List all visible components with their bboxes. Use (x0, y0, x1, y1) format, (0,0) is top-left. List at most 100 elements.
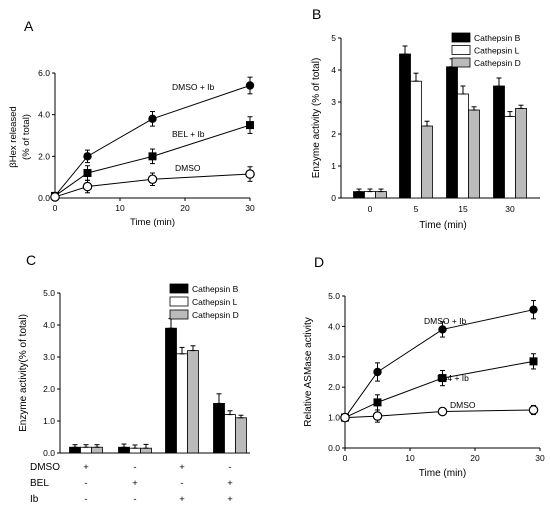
panel-c-bar (129, 447, 141, 454)
panel-a-series-label: DMSO (175, 163, 201, 173)
panel-c-y-axis-title: Enzyme activity(% of total) (18, 314, 29, 432)
panel-d-data-point (438, 325, 447, 334)
panel-d-data-point (372, 411, 383, 421)
panel-b-bar (410, 80, 422, 199)
panel-a-series-line (54, 85, 251, 197)
panel-c-bar (224, 414, 236, 454)
panel-a-data-point (83, 169, 92, 177)
panel-a-y-axis-title-line2: (% of total) (21, 114, 32, 160)
panel-c-condition-value: - (228, 462, 231, 473)
panel-c-y-tick-label: 0.0 (43, 448, 55, 458)
panel-a-x-tick-label: 10 (115, 203, 125, 213)
panel-a-data-point (245, 169, 255, 179)
panel-c-y-tick-label: 4.0 (43, 320, 55, 330)
panel-b-legend-label: Cathepsin L (474, 46, 520, 56)
panel-d-data-point (340, 412, 350, 423)
panel-b-bar (399, 53, 411, 199)
panel-a-data-point (148, 152, 157, 161)
panel-d-series-label: DMSO (450, 400, 476, 410)
panel-a-data-point (245, 81, 255, 90)
panel-d-x-tick-label: 10 (405, 453, 415, 463)
panel-b-letter: B (312, 6, 321, 22)
panel-d-data-point (437, 406, 448, 417)
panel-c-condition-value: + (179, 494, 185, 505)
panel-a-series-line (54, 173, 251, 198)
panel-a-x-tick-label: 0 (53, 203, 58, 213)
panel-a-x-axis-title: Time (min) (130, 217, 175, 228)
panel-d-x-tick-label: 0 (343, 453, 348, 463)
panel-c-bar (176, 353, 188, 454)
panel-a-data-point (148, 114, 157, 124)
panel-a-series-label: DMSO + Ib (172, 82, 215, 92)
panel-b-bar (493, 85, 505, 199)
panel-d-data-point (529, 305, 538, 314)
panel-c-condition-value: - (180, 478, 183, 489)
panel-c-condition-value: - (133, 494, 136, 505)
panel-d-series-line (344, 409, 534, 419)
panel-c-bar (69, 446, 81, 454)
panel-b-y-axis-title: Enzyme activity (% of total) (311, 58, 322, 179)
panel-c-condition-value: + (227, 478, 233, 489)
panel-a-y-tick-label: 4.0 (38, 110, 50, 120)
panel-c-bar (80, 446, 92, 454)
panel-b-y-tick-label: 4 (331, 65, 336, 75)
panel-b-legend-swatch (451, 45, 471, 55)
panel-a-letter: A (24, 18, 34, 34)
panel-d-x-tick-label: 20 (470, 453, 480, 463)
panel-d-data-point (438, 374, 447, 383)
panel-d-x-tick-label: 30 (535, 453, 545, 463)
panel-b-x-tick-label: 5 (414, 204, 419, 214)
panel-c-y-tick-label: 3.0 (43, 352, 55, 362)
panel-b-y-tick-label: 5 (331, 33, 336, 43)
panel-c-bar (213, 402, 225, 454)
panel-b-y-tick-label: 0 (331, 193, 336, 203)
panel-c-bar (165, 327, 177, 454)
panel-c-legend-label: Cathepsin B (192, 284, 239, 294)
panel-c-condition-value: - (84, 494, 87, 505)
panel-c-condition-value: - (133, 462, 136, 473)
panel-a-y-axis-title: βHex released (8, 106, 19, 167)
panel-c-bar (140, 447, 152, 454)
panel-c-legend-swatch (169, 309, 189, 320)
panel-a-y-tick-label: 2.0 (38, 151, 50, 161)
panel-d-y-axis-title: Relative ASMase activity (303, 317, 314, 427)
panel-b-legend-label: Cathepsin B (474, 33, 521, 43)
panel-b-bar (421, 125, 433, 199)
panel-c-bar (118, 446, 130, 454)
panel-a-data-point (82, 181, 93, 192)
panel-b-legend-swatch (451, 32, 471, 43)
panel-b-bar (375, 191, 387, 199)
panel-a-data-point (50, 192, 60, 202)
panel-a-data-point (246, 121, 254, 130)
panel-c-condition-label: BEL (30, 478, 49, 489)
panel-a-data-point (83, 152, 92, 161)
panel-b-x-tick-label: 15 (458, 204, 468, 214)
panel-b-x-tick-label: 0 (368, 204, 373, 214)
panel-d-y-tick-label: 0.0 (328, 443, 340, 453)
panel-a-series-line (54, 124, 251, 197)
panel-c-condition-value: + (227, 494, 233, 505)
panel-b-legend-label: Cathepsin D (474, 58, 521, 68)
panel-b-bar (468, 109, 480, 199)
panel-c-y-tick-label: 2.0 (43, 384, 55, 394)
panel-a-y-tick-label: 6.0 (38, 68, 50, 78)
panel-c-y-tick-label: 5.0 (43, 288, 55, 298)
panel-a-series-label: BEL + Ib (172, 129, 205, 139)
panel-c-y-tick-label: 1.0 (43, 416, 55, 426)
panel-d-series-line (344, 360, 534, 419)
panel-c-bar (187, 350, 199, 454)
panel-c-legend-label: Cathepsin D (192, 310, 239, 320)
panel-d-series-label: E64 + Ib (437, 373, 469, 383)
panel-b-y-tick-label: 2 (331, 129, 336, 139)
panel-c-condition-value: + (83, 462, 89, 473)
panel-a-x-tick-label: 20 (180, 203, 190, 213)
panel-d-series-label: DMSO + Ib (424, 316, 467, 326)
panel-b-bar (353, 191, 365, 199)
panel-b-bar (446, 66, 458, 199)
panel-d-y-tick-label: 3.0 (328, 352, 340, 362)
panel-c-condition-label: DMSO (30, 462, 60, 473)
panel-d-y-tick-label: 4.0 (328, 321, 340, 331)
panel-c-condition-value: + (132, 478, 138, 489)
panel-c-bar (235, 417, 247, 454)
